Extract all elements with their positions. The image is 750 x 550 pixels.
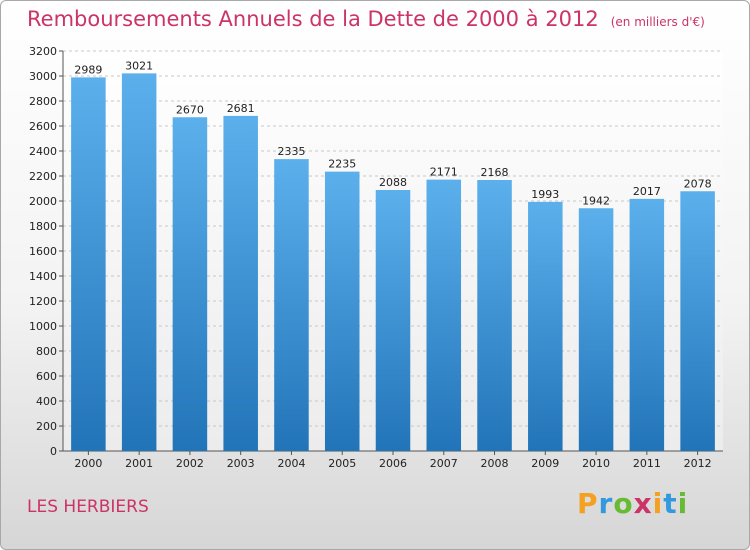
bar [274, 159, 309, 451]
data-label: 2017 [633, 185, 661, 198]
y-tick-label: 3000 [29, 70, 57, 83]
x-tick-label: 2006 [379, 457, 407, 470]
data-label: 1993 [531, 188, 559, 201]
bar [528, 201, 563, 451]
data-label: 2168 [481, 166, 509, 179]
y-tick-label: 2200 [29, 170, 57, 183]
logo-letter: i [652, 487, 664, 520]
y-tick-label: 200 [36, 420, 57, 433]
bar [629, 198, 665, 451]
logo-letter: o [613, 487, 634, 520]
data-label: 2078 [684, 177, 712, 190]
y-tick-label: 800 [36, 345, 57, 358]
bar [375, 190, 411, 451]
y-tick-label: 1000 [29, 320, 57, 333]
y-tick-label: 600 [36, 370, 57, 383]
y-tick-label: 1800 [29, 220, 57, 233]
x-tick-label: 2007 [430, 457, 458, 470]
x-tick-label: 2002 [176, 457, 204, 470]
logo-letter: x [633, 487, 653, 520]
y-tick-label: 1200 [29, 295, 57, 308]
logo-letter: i [677, 487, 689, 520]
bar [223, 115, 258, 451]
y-tick-label: 1600 [29, 245, 57, 258]
y-tick-label: 2600 [29, 120, 57, 133]
logo-letter: r [598, 487, 614, 520]
chart-title: Remboursements Annuels de la Dette de 20… [27, 7, 705, 31]
y-tick-label: 2800 [29, 95, 57, 108]
data-label: 2670 [176, 103, 204, 116]
x-tick-label: 2011 [633, 457, 661, 470]
x-tick-label: 2005 [328, 457, 356, 470]
x-tick-label: 2001 [125, 457, 153, 470]
y-tick-label: 2400 [29, 145, 57, 158]
bar [477, 180, 512, 451]
logo-letter: t [663, 487, 678, 520]
data-label: 2335 [277, 145, 305, 158]
y-tick-label: 0 [50, 445, 57, 458]
bar [578, 208, 614, 451]
data-label: 3021 [125, 59, 153, 72]
location-label: LES HERBIERS [27, 497, 149, 517]
y-tick-label: 2000 [29, 195, 57, 208]
x-tick-label: 2012 [684, 457, 712, 470]
data-label: 2681 [227, 102, 255, 115]
x-tick-label: 2010 [582, 457, 610, 470]
data-label: 2088 [379, 176, 407, 189]
chart-subtitle: (en milliers d'€) [610, 15, 705, 29]
data-label: 2235 [328, 158, 356, 171]
y-tick-label: 400 [36, 395, 57, 408]
proxiti-logo: Proxiti [577, 487, 688, 520]
bar [71, 77, 106, 451]
x-tick-label: 2004 [277, 457, 305, 470]
y-tick-label: 3200 [29, 45, 57, 58]
data-label: 2989 [74, 63, 102, 76]
data-label: 2171 [430, 166, 458, 179]
bar [172, 117, 208, 451]
x-tick-label: 2003 [227, 457, 255, 470]
x-tick-label: 2008 [481, 457, 509, 470]
bar [324, 171, 360, 451]
x-tick-label: 2000 [74, 457, 102, 470]
logo-letter: P [577, 487, 599, 520]
bar [121, 73, 157, 451]
bar [426, 179, 462, 451]
x-tick-label: 2009 [531, 457, 559, 470]
bar [680, 191, 715, 451]
data-label: 1942 [582, 194, 610, 207]
y-tick-label: 1400 [29, 270, 57, 283]
